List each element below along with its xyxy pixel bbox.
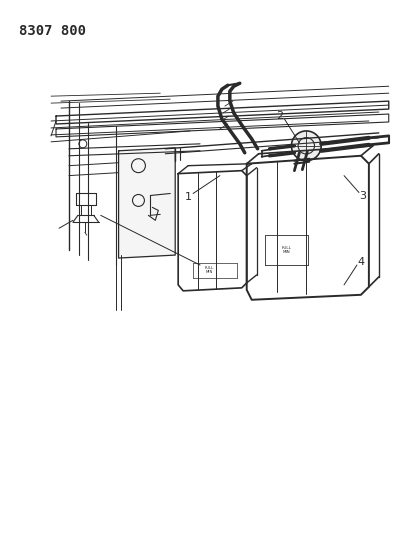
Text: 3: 3 xyxy=(359,191,366,201)
Text: 1: 1 xyxy=(184,192,191,203)
Text: 4: 4 xyxy=(357,257,364,267)
Text: 8307 800: 8307 800 xyxy=(19,23,86,38)
Text: FULL
MIN: FULL MIN xyxy=(281,246,291,254)
Text: 2: 2 xyxy=(275,111,282,121)
Circle shape xyxy=(291,131,320,161)
Text: FULL
MIN: FULL MIN xyxy=(204,265,213,274)
Polygon shape xyxy=(118,148,175,258)
